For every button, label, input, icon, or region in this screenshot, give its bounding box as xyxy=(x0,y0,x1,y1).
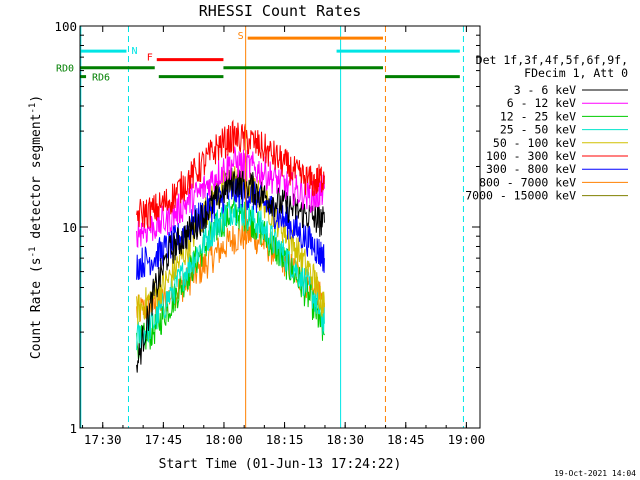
y-axis-label-end: ) xyxy=(29,95,44,103)
x-tick-label: 18:00 xyxy=(205,432,243,447)
x-tick-label: 18:30 xyxy=(326,432,364,447)
trace-100-300-kev xyxy=(136,119,325,228)
trace-3-6-kev xyxy=(136,167,325,373)
flag-label-f: F xyxy=(147,53,153,64)
legend-label-100-300-kev: 100 - 300 keV xyxy=(486,149,576,163)
flag-label-s: S xyxy=(238,31,244,42)
legend-label-12-25-kev: 12 - 25 keV xyxy=(500,109,576,123)
x-axis-ticks: 17:30 17:45 18:00 18:15 18:30 18:45 19:00 xyxy=(82,26,486,447)
flag-label-n: N xyxy=(131,46,137,57)
x-tick-label: 17:45 xyxy=(145,432,183,447)
y-tick-label: 10 xyxy=(62,220,77,235)
y-axis-label-sup1: -1 xyxy=(28,247,38,258)
x-tick-label: 19:00 xyxy=(448,432,486,447)
y-tick-label: 100 xyxy=(54,19,77,34)
y-tick-label: 1 xyxy=(69,421,77,436)
trace-12-25-kev xyxy=(136,197,325,360)
x-tick-label: 18:15 xyxy=(266,432,304,447)
footer-timestamp: 19-Oct-2021 14:04 xyxy=(554,469,636,478)
legend-label-7000-15000-kev: 7000 - 15000 keV xyxy=(465,189,576,203)
y-axis-label-main: Count Rate (s xyxy=(29,257,44,359)
x-tick-label: 18:45 xyxy=(387,432,425,447)
x-tick-label: 17:30 xyxy=(84,432,122,447)
legend-label-3-6-kev: 3 - 6 keV xyxy=(514,83,576,97)
legend-label-6-12-kev: 6 - 12 keV xyxy=(507,96,576,110)
flag-bars: N S F RD0 RD6 xyxy=(56,31,460,84)
legend-title-line-2: FDecim 1, Att 0 xyxy=(524,66,628,80)
legend-title-line-1: Det 1f,3f,4f,5f,6f,9f, xyxy=(476,53,628,67)
y-axis-label: Count Rate (s-1 detector segment-1) xyxy=(28,95,44,359)
x-axis-label: Start Time (01-Jun-13 17:24:22) xyxy=(159,457,402,472)
flag-label-rd6: RD6 xyxy=(92,73,110,84)
series-traces xyxy=(136,119,325,373)
y-axis-label-sup2: -1 xyxy=(28,103,38,114)
flag-label-rd0: RD0 xyxy=(56,64,74,75)
legend-label-300-800-kev: 300 - 800 keV xyxy=(486,162,576,176)
plot-frame xyxy=(79,25,481,429)
trace-25-50-kev xyxy=(136,198,325,351)
legend-label-800-7000-kev: 800 - 7000 keV xyxy=(479,175,576,189)
trace-800-7000-kev xyxy=(136,218,325,322)
legend: Det 1f,3f,4f,5f,6f,9f, FDecim 1, Att 0 3… xyxy=(465,53,628,203)
chart-title: RHESSI Count Rates xyxy=(199,2,362,20)
legend-label-50-100-kev: 50 - 100 keV xyxy=(493,136,576,150)
y-axis-ticks: 1 10 100 xyxy=(54,19,480,436)
legend-label-25-50-kev: 25 - 50 keV xyxy=(500,123,576,137)
y-axis-label-mid: detector segment xyxy=(29,114,44,247)
